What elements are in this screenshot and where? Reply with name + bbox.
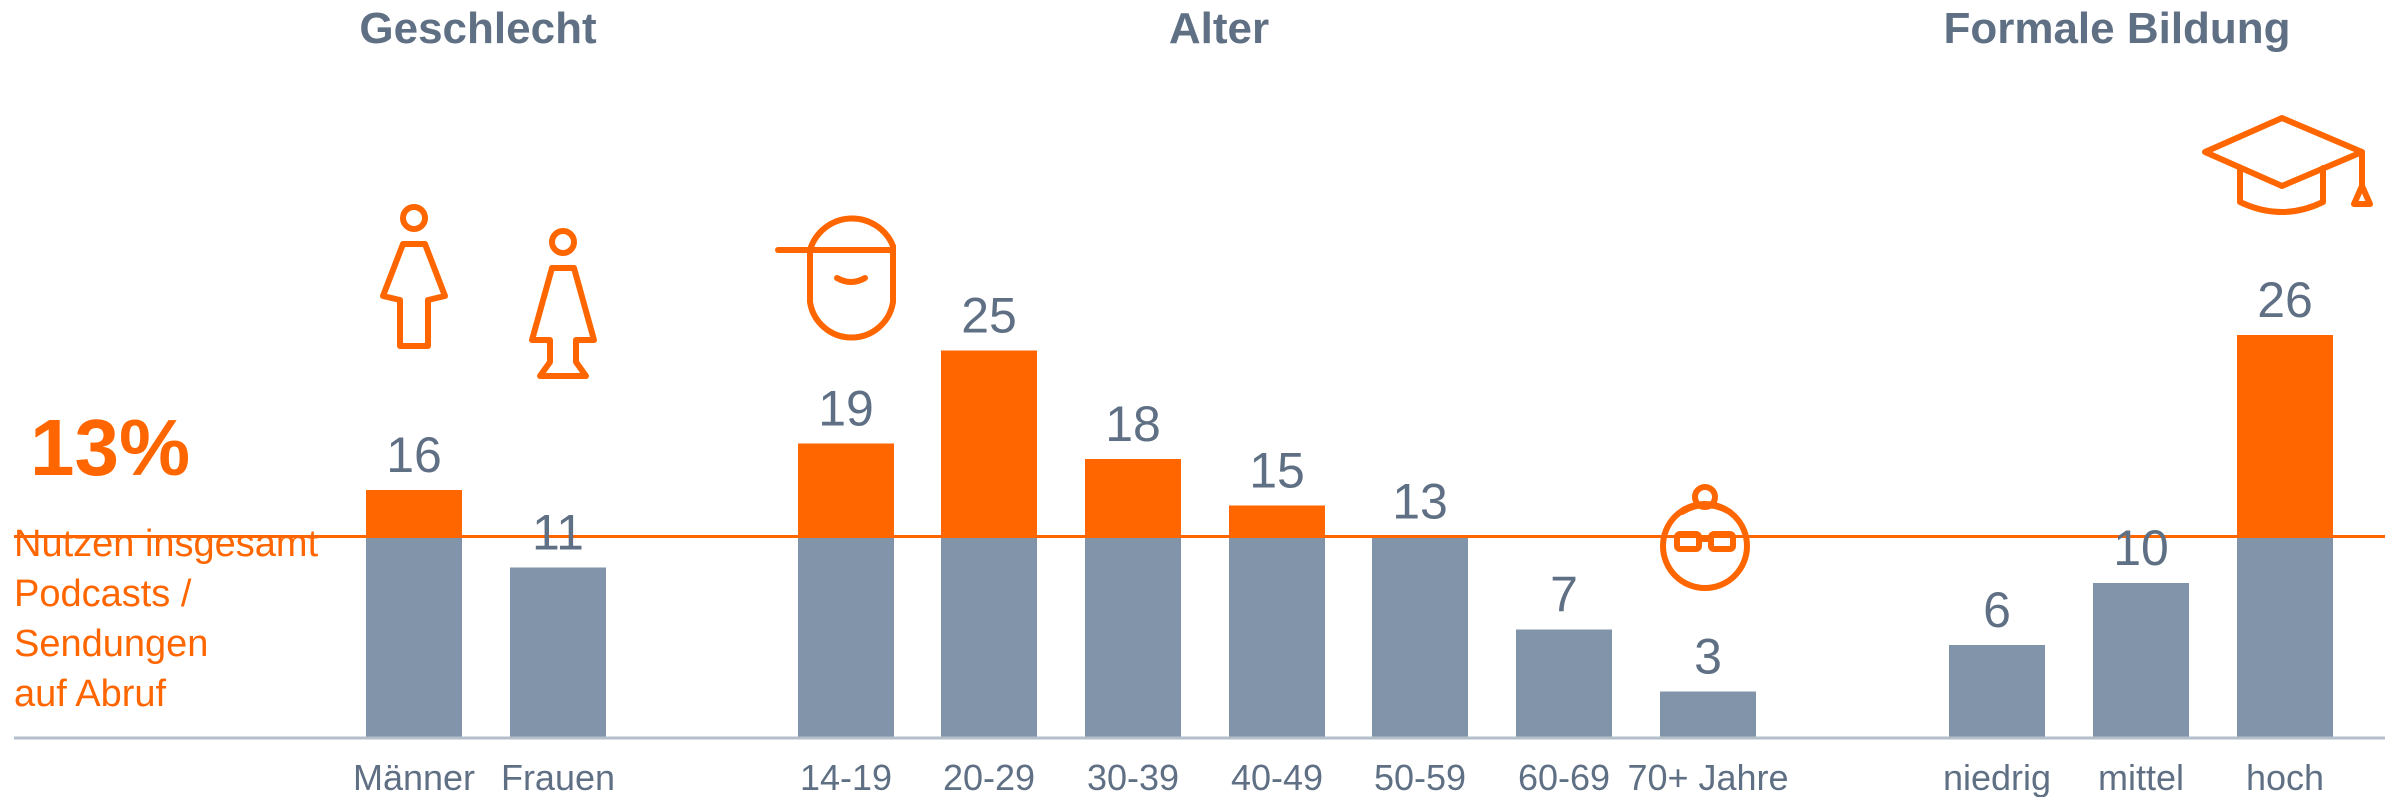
data-label: 10	[2113, 520, 2169, 576]
group-title-education: Formale Bildung	[1943, 4, 2291, 53]
bar-base-segment	[366, 536, 462, 738]
category-label: 14-19	[800, 757, 892, 797]
bar	[1949, 645, 2045, 738]
average-value: 13%	[30, 403, 191, 492]
bar-base-segment	[2237, 536, 2333, 738]
category-label: niedrig	[1943, 757, 2051, 797]
category-label: 30-39	[1087, 757, 1179, 797]
data-label: 18	[1105, 396, 1161, 452]
data-label: 6	[1983, 582, 2011, 638]
bar-above-average-segment	[941, 350, 1037, 537]
group-title-gender: Geschlecht	[359, 4, 597, 53]
bar-above-average-segment	[798, 443, 894, 537]
bar-base-segment	[1229, 536, 1325, 738]
female-person-icon	[529, 228, 597, 379]
bar-above-average-segment	[1229, 505, 1325, 537]
category-label: 50-59	[1374, 757, 1466, 797]
data-label: 3	[1694, 629, 1722, 685]
category-label: mittel	[2098, 757, 2184, 797]
data-label: 19	[818, 381, 874, 437]
senior-face-glasses-icon	[1660, 484, 1750, 591]
average-label-line: Podcasts /	[14, 573, 192, 615]
bar-base-segment	[941, 536, 1037, 738]
data-label: 25	[961, 288, 1017, 344]
bar	[1660, 691, 1756, 738]
data-label: 13	[1392, 474, 1448, 530]
data-label: 26	[2257, 272, 2313, 328]
average-label-line: Nutzen insgesamt	[14, 523, 319, 565]
data-label: 11	[532, 505, 584, 561]
bar	[2093, 583, 2189, 738]
average-label-line: Sendungen	[14, 623, 209, 665]
labels-layer: 16 Männer 11 Frauen 19 14-19 25 20-29 18 30-39 15 4…	[353, 272, 2324, 797]
data-label: 15	[1249, 443, 1305, 499]
category-label: 40-49	[1231, 757, 1323, 797]
bar	[510, 567, 606, 738]
bar-base-segment	[798, 536, 894, 738]
category-label: Männer	[353, 757, 475, 797]
graduation-cap-icon	[2202, 115, 2373, 215]
bar	[1516, 629, 1612, 738]
category-label: 70+ Jahre	[1627, 757, 1788, 797]
average-label: Nutzen insgesamt Podcasts / Sendungen au…	[14, 519, 318, 719]
bar-above-average-segment	[366, 490, 462, 537]
data-label: 7	[1550, 567, 1578, 623]
group-title-age: Alter	[1168, 4, 1270, 53]
category-label: hoch	[2246, 757, 2324, 797]
bar	[1372, 536, 1468, 738]
bar-above-average-segment	[2237, 335, 2333, 537]
young-face-cap-icon	[775, 215, 896, 341]
average-label-line: auf Abruf	[14, 673, 167, 715]
bar-base-segment	[1085, 536, 1181, 738]
male-person-icon	[380, 204, 448, 349]
category-label: 60-69	[1518, 757, 1610, 797]
bars-layer	[366, 335, 2333, 738]
category-label: 20-29	[943, 757, 1035, 797]
data-label: 16	[386, 427, 442, 483]
bar-above-average-segment	[1085, 459, 1181, 537]
category-label: Frauen	[501, 757, 615, 797]
